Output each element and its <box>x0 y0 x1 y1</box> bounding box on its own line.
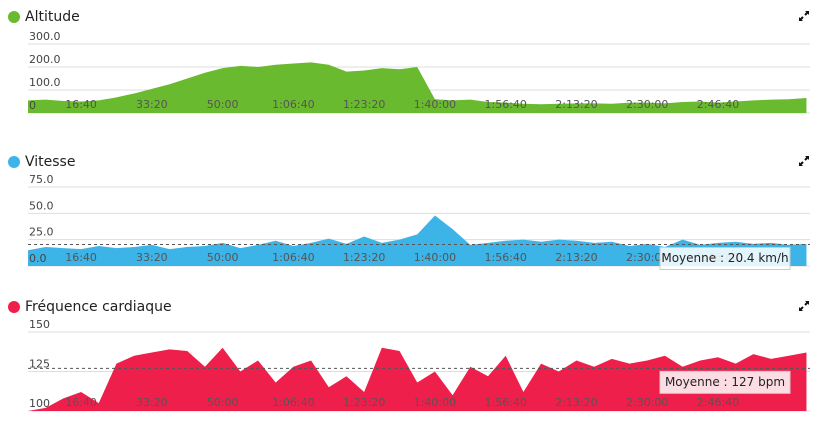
x-tick-label: 16:40 <box>65 251 97 264</box>
chart-panel: Vitesse 0.0 25.0 50.0 75.0 16:40 33:20 50:00 1:0… <box>8 154 810 271</box>
x-tick-label: 33:20 <box>136 396 168 409</box>
legend-dot <box>8 301 20 313</box>
average-label: Moyenne : 20.4 km/h <box>661 251 788 265</box>
x-tick-label: 1:23:20 <box>343 396 385 409</box>
x-tick-label: 1:56:40 <box>484 396 526 409</box>
x-tick-label: 1:40:00 <box>414 251 456 264</box>
expand-head <box>799 301 809 311</box>
y-tick-label: 0.0 <box>29 252 47 265</box>
x-tick-label: 1:56:40 <box>484 98 526 111</box>
expand-head <box>799 156 809 166</box>
legend-label: Altitude <box>25 9 80 25</box>
y-tick-label: 50.0 <box>29 199 54 212</box>
x-tick-label: 2:30:00 <box>626 98 668 111</box>
area <box>28 215 807 266</box>
x-tick-label: 1:06:40 <box>272 396 314 409</box>
x-tick-label: 1:23:20 <box>343 98 385 111</box>
x-tick-label: 16:40 <box>65 396 97 409</box>
expand-icon[interactable] <box>799 301 809 311</box>
x-tick-label: 2:46:40 <box>697 396 739 409</box>
area <box>28 62 807 113</box>
x-tick-label: 33:20 <box>136 251 168 264</box>
chart-panel: Fréquence cardiaque 100 125 150 16:40 33:20 50… <box>8 299 810 412</box>
x-tick-label: 2:13:20 <box>555 98 597 111</box>
y-tick-label: 100 <box>29 397 50 410</box>
legend-dot <box>8 156 20 168</box>
average-box <box>659 370 791 394</box>
y-tick-label: 300.0 <box>29 30 61 43</box>
area <box>28 347 807 411</box>
y-tick-label: 200.0 <box>29 53 61 66</box>
y-tick-label: 25.0 <box>29 226 54 239</box>
y-tick-label: 0 <box>29 99 36 112</box>
expand-head <box>799 11 809 21</box>
expand-icon[interactable] <box>799 156 809 166</box>
x-tick-label: 1:06:40 <box>272 98 314 111</box>
x-tick-label: 1:06:40 <box>272 251 314 264</box>
y-tick-label: 100.0 <box>29 76 61 89</box>
x-tick-label: 2:13:20 <box>555 251 597 264</box>
x-tick-label: 1:23:20 <box>343 251 385 264</box>
x-tick-label: 2:13:20 <box>555 396 597 409</box>
x-tick-label: 1:56:40 <box>484 251 526 264</box>
legend-label: Vitesse <box>25 154 75 170</box>
x-tick-label: 16:40 <box>65 98 97 111</box>
x-tick-label: 50:00 <box>207 251 239 264</box>
x-tick-label: 50:00 <box>207 396 239 409</box>
x-tick-label: 33:20 <box>136 98 168 111</box>
x-tick-label: 2:30:00 <box>626 251 668 264</box>
chart-panel: Altitude 0 100.0 200.0 300.0 16:40 33:20 50:00 1… <box>8 9 810 114</box>
x-tick-label: 2:30:00 <box>626 396 668 409</box>
legend-dot <box>8 11 20 23</box>
x-tick-label: 50:00 <box>207 98 239 111</box>
x-tick-label: 1:40:00 <box>414 396 456 409</box>
y-tick-label: 75.0 <box>29 173 54 186</box>
expand-icon[interactable] <box>799 11 809 21</box>
y-tick-label: 125 <box>29 358 50 371</box>
average-box <box>659 247 791 271</box>
average-label: Moyenne : 127 bpm <box>665 375 785 389</box>
x-tick-label: 2:46:40 <box>697 98 739 111</box>
y-tick-label: 150 <box>29 318 50 331</box>
x-tick-label: 1:40:00 <box>414 98 456 111</box>
legend-label: Fréquence cardiaque <box>25 299 172 315</box>
